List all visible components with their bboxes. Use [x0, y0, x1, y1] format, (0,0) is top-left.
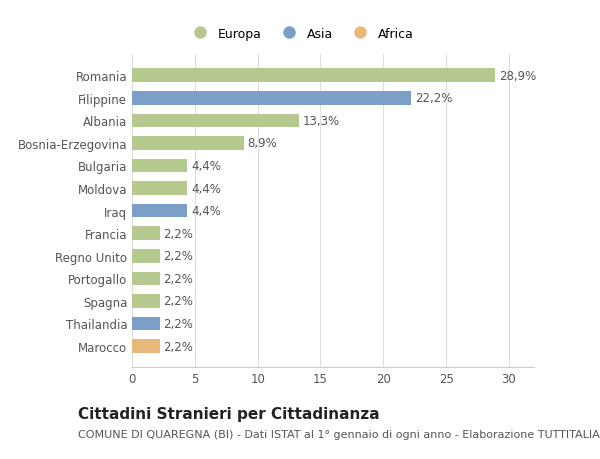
- Text: 28,9%: 28,9%: [499, 69, 536, 83]
- Bar: [132, 69, 495, 83]
- Bar: [132, 137, 244, 151]
- Text: 4,4%: 4,4%: [191, 205, 221, 218]
- Text: COMUNE DI QUAREGNA (BI) - Dati ISTAT al 1° gennaio di ogni anno - Elaborazione T: COMUNE DI QUAREGNA (BI) - Dati ISTAT al …: [78, 429, 600, 439]
- Text: 2,2%: 2,2%: [163, 340, 193, 353]
- Text: 4,4%: 4,4%: [191, 160, 221, 173]
- Bar: [132, 317, 160, 330]
- Bar: [132, 159, 187, 173]
- Text: 2,2%: 2,2%: [163, 227, 193, 240]
- Bar: [132, 114, 299, 128]
- Bar: [132, 249, 160, 263]
- Legend: Europa, Asia, Africa: Europa, Asia, Africa: [184, 24, 418, 45]
- Text: Cittadini Stranieri per Cittadinanza: Cittadini Stranieri per Cittadinanza: [78, 406, 380, 421]
- Bar: [132, 204, 187, 218]
- Text: 2,2%: 2,2%: [163, 317, 193, 330]
- Bar: [132, 295, 160, 308]
- Bar: [132, 182, 187, 196]
- Text: 13,3%: 13,3%: [303, 115, 340, 128]
- Text: 22,2%: 22,2%: [415, 92, 452, 105]
- Bar: [132, 227, 160, 241]
- Text: 4,4%: 4,4%: [191, 182, 221, 195]
- Text: 2,2%: 2,2%: [163, 272, 193, 285]
- Bar: [132, 340, 160, 353]
- Text: 2,2%: 2,2%: [163, 250, 193, 263]
- Text: 8,9%: 8,9%: [248, 137, 277, 150]
- Bar: [132, 92, 411, 105]
- Text: 2,2%: 2,2%: [163, 295, 193, 308]
- Bar: [132, 272, 160, 285]
